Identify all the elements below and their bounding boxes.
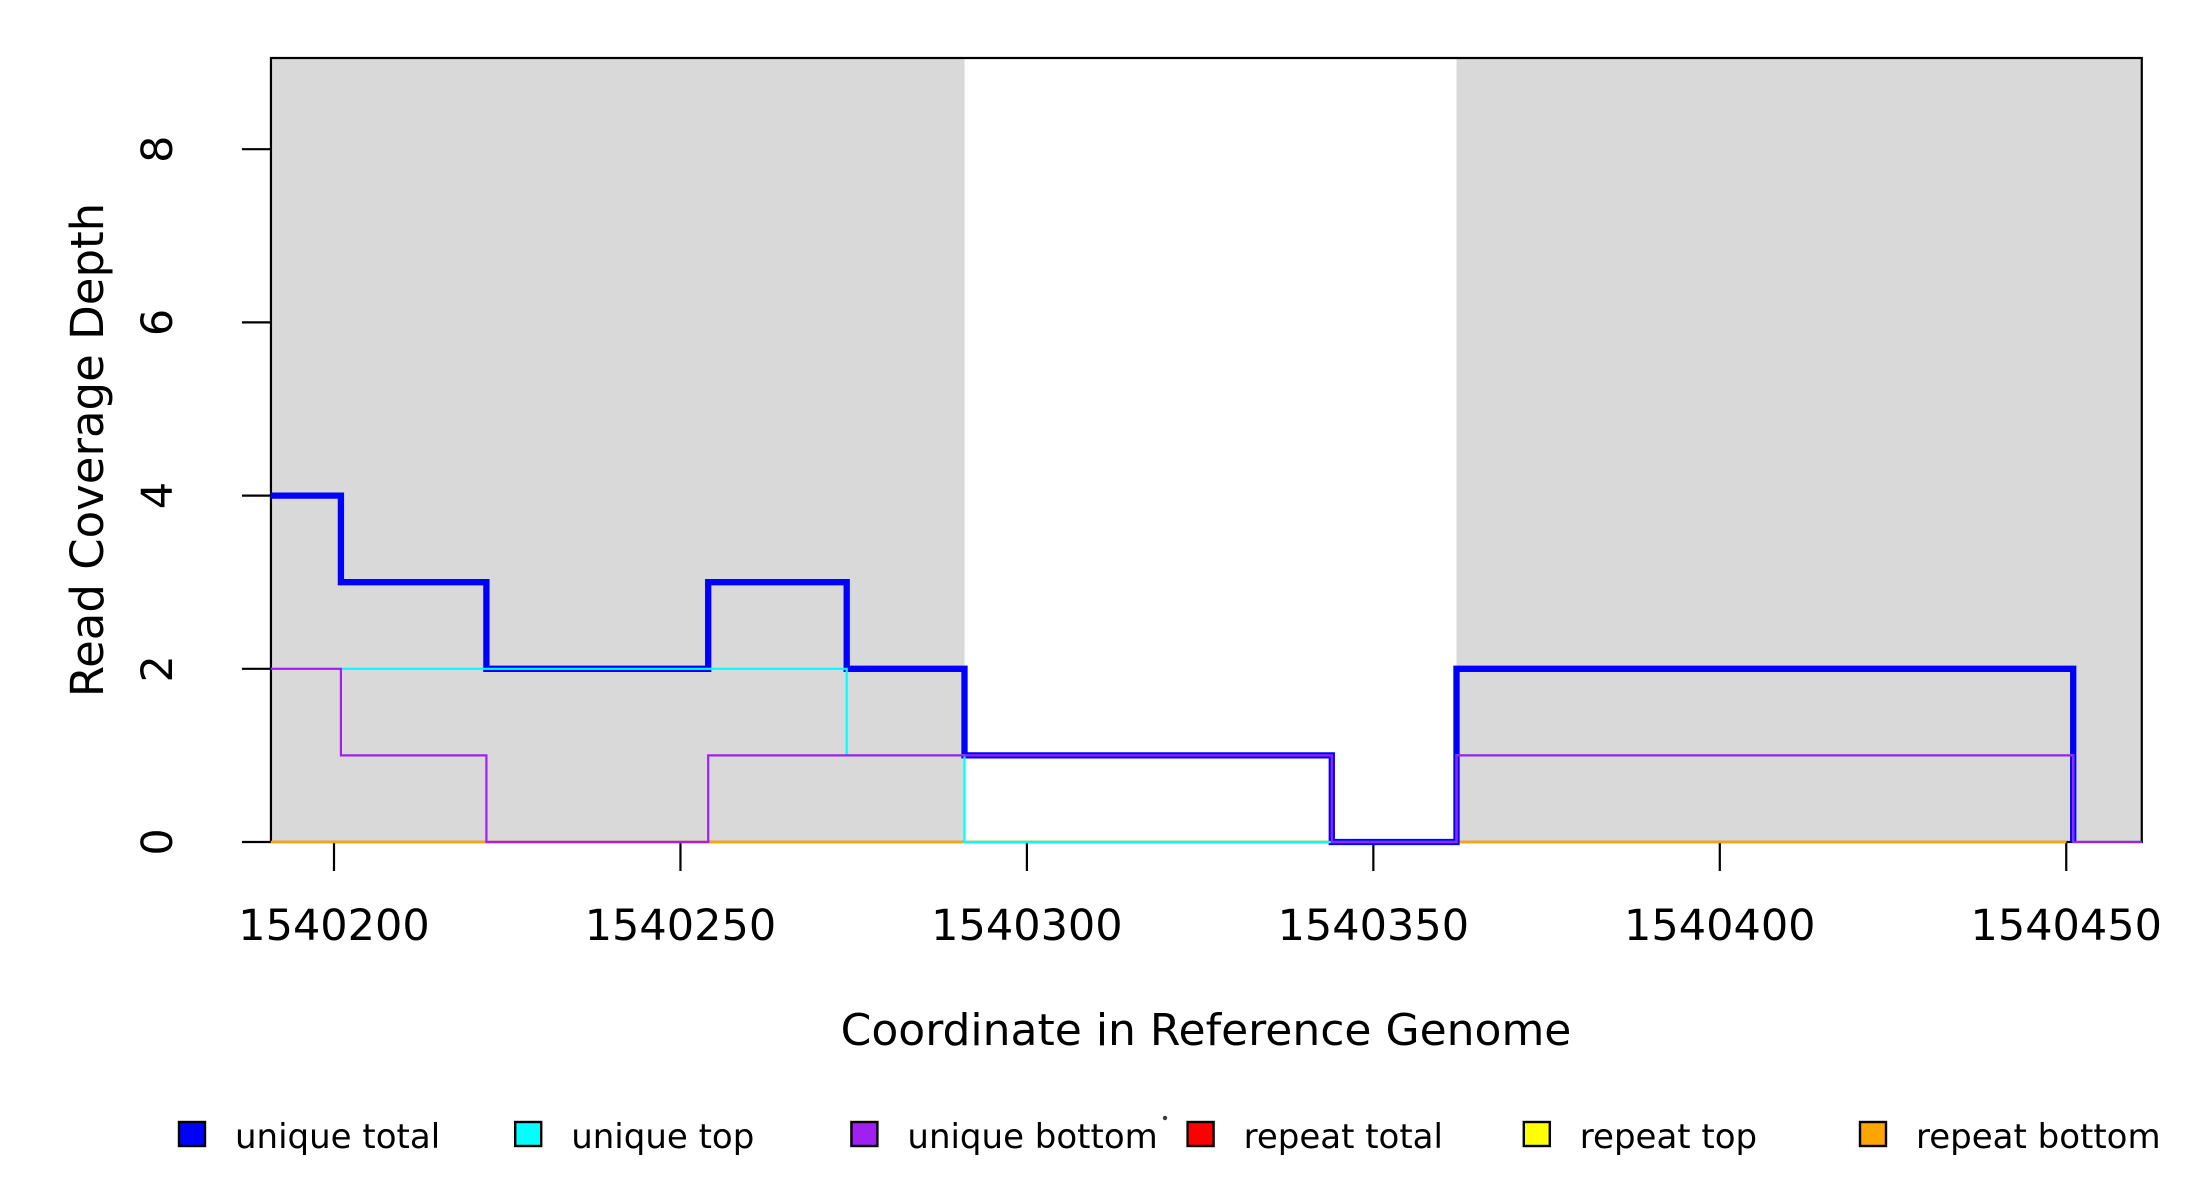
x-tick-label: 1540200 (238, 901, 430, 951)
legend-swatch-repeat-total (1186, 1120, 1215, 1148)
stray-dot (1162, 1115, 1168, 1121)
y-tick-label: 8 (133, 136, 183, 163)
y-tick-label: 2 (133, 655, 183, 682)
legend-label-repeat-top: repeat top (1580, 1117, 1757, 1157)
legend-label-unique-total: unique total (235, 1117, 440, 1157)
exon-region (1456, 58, 2142, 842)
exon-region (270, 58, 965, 842)
x-tick-label: 1540250 (585, 901, 777, 951)
y-tick-label: 6 (133, 309, 183, 336)
series-line-unique-bottom (270, 667, 2142, 844)
x-tick-label: 1540400 (1624, 901, 1816, 951)
legend-label-unique-top: unique top (571, 1117, 754, 1157)
legend-swatch-unique-total (177, 1120, 207, 1148)
x-tick-label: 1540300 (931, 901, 1123, 951)
y-axis-title: Read Coverage Depth (61, 203, 114, 697)
legend-swatch-unique-bottom (850, 1120, 879, 1148)
legend-swatch-repeat-bottom (1858, 1120, 1888, 1148)
legend-label-repeat-total: repeat total (1244, 1117, 1443, 1157)
x-tick-label: 1540350 (1278, 901, 1470, 951)
legend-label-unique-bottom: unique bottom (907, 1117, 1157, 1157)
x-tick-label: 1540450 (1970, 901, 2162, 951)
x-axis-title: Coordinate in Reference Genome (841, 1005, 1572, 1056)
legend-swatch-unique-top (514, 1120, 543, 1148)
y-tick-label: 0 (133, 828, 183, 855)
legend-label-repeat-bottom: repeat bottom (1916, 1117, 2161, 1157)
legend-swatch-repeat-top (1522, 1120, 1552, 1148)
y-tick-label: 4 (133, 482, 183, 509)
